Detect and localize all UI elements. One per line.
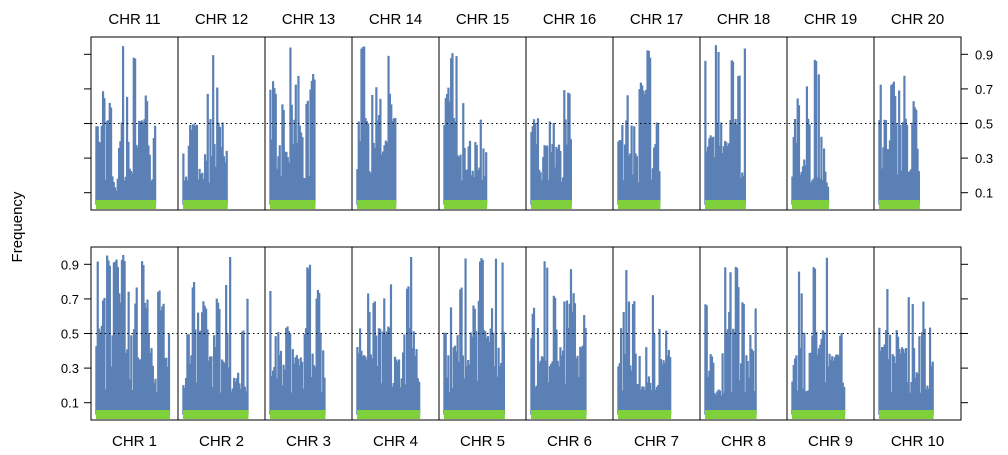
frequency-bars [704,45,746,205]
panel-label: CHR 1 [112,433,157,450]
y-tick-label: 0.1 [61,396,79,411]
panel-chr-11: CHR 11 [95,11,161,209]
panel-label: CHR 8 [721,433,766,450]
chromosome-length-bar [357,410,421,419]
chromosome-length-bar [183,200,228,209]
panel-label: CHR 14 [369,11,422,28]
panel-chr-6: CHR 6 [530,261,592,450]
frequency-bars [791,257,846,415]
panel-label: CHR 17 [630,11,683,28]
panel-label: CHR 2 [199,433,244,450]
frequency-bars [617,50,661,205]
y-tick-label: 0.3 [61,361,79,376]
frequency-bars [356,46,397,205]
frequency-bars [878,75,920,205]
chromosome-length-bar [444,410,505,419]
chromosome-length-bar [618,200,661,209]
panel-label: CHR 6 [547,433,592,450]
panel-chr-8: CHR 8 [704,266,766,450]
chromosome-length-bar [531,200,572,209]
panel-label: CHR 15 [456,11,509,28]
chromosome-length-bar [618,410,672,419]
chromosome-length-bar [270,410,326,419]
panel-chr-19: CHR 19 [791,11,857,209]
panel-chr-12: CHR 12 [182,11,248,209]
chromosome-length-bar [531,410,587,419]
panel-chr-17: CHR 17 [617,11,683,209]
frequency-bars [95,46,157,205]
panel-chr-4: CHR 4 [356,256,421,450]
y-tick-label: 0.3 [975,151,993,166]
frequency-bars [704,266,757,415]
chromosome-length-bar [879,410,934,419]
panel-chr-5: CHR 5 [443,258,505,450]
frequency-bars [878,289,934,415]
panel-label: CHR 11 [108,11,160,28]
frequency-bars [182,257,249,415]
frequency-bars [269,47,316,205]
panel-label: CHR 9 [808,433,853,450]
frequency-bars [617,270,672,415]
frequency-bars [182,55,228,205]
y-tick-label: 0.9 [975,47,993,62]
frequency-bars [356,256,421,415]
chromosome-length-bar [96,410,170,419]
panel-label: CHR 7 [634,433,679,450]
panel-label: CHR 13 [282,11,335,28]
panel-chr-9: CHR 9 [791,257,853,450]
panel-label: CHR 5 [460,433,505,450]
chromosome-length-bar [792,410,846,419]
frequency-bars [269,264,326,415]
frequency-bars [530,90,572,205]
panel-chr-14: CHR 14 [356,11,422,209]
panel-label: CHR 3 [286,433,331,450]
frequency-bars [443,53,488,205]
chromosome-length-bar [183,410,249,419]
chromosome-length-bar [705,410,757,419]
panel-chr-2: CHR 2 [182,257,249,450]
plot-area: CHR 11 CHR 12 CHR 13 CHR 14 CHR 15 CHR 16 CHR … [61,11,993,450]
panel-chr-1: CHR 1 [95,254,171,450]
panel-row-bottom: CHR 1 CHR 2 CHR 3 CHR 4 CHR 5 CHR 6 CHR 7 CHR 8… [61,246,968,450]
panel-label: CHR 20 [891,11,944,28]
frequency-bars [530,261,587,415]
panel-chr-15: CHR 15 [443,11,509,209]
panel-chr-16: CHR 16 [530,11,596,209]
chromosome-length-bar [705,200,746,209]
frequency-bars [443,258,505,415]
panel-chr-13: CHR 13 [269,11,335,209]
panel-label: CHR 12 [195,11,248,28]
panel-label: CHR 18 [717,11,770,28]
frequency-bars [791,59,830,205]
panel-chr-18: CHR 18 [704,11,770,209]
panel-row-top: CHR 11 CHR 12 CHR 13 CHR 14 CHR 15 CHR 16 CHR … [84,11,993,211]
panel-label: CHR 10 [891,433,944,450]
y-axis-title: Frequency [9,191,26,262]
chromosome-length-bar [270,200,316,209]
panel-chr-20: CHR 20 [878,11,944,209]
panel-chr-7: CHR 7 [617,270,679,450]
frequency-bars [95,254,171,415]
panel-label: CHR 19 [804,11,857,28]
y-tick-label: 0.7 [975,82,993,97]
panel-chr-3: CHR 3 [269,264,331,450]
chromosome-length-bar [879,200,920,209]
chromosome-length-bar [357,200,397,209]
panel-label: CHR 4 [373,433,418,450]
chromosome-length-bar [792,200,829,209]
y-tick-label: 0.7 [61,292,79,307]
y-tick-label: 0.5 [975,117,993,132]
y-tick-label: 0.1 [975,186,993,201]
panel-label: CHR 16 [543,11,596,28]
panel-chr-10: CHR 10 [878,289,944,450]
y-tick-label: 0.5 [61,327,79,342]
chromosome-length-bar [96,200,157,209]
chromosome-length-bar [444,200,488,209]
y-tick-label: 0.9 [61,257,79,272]
